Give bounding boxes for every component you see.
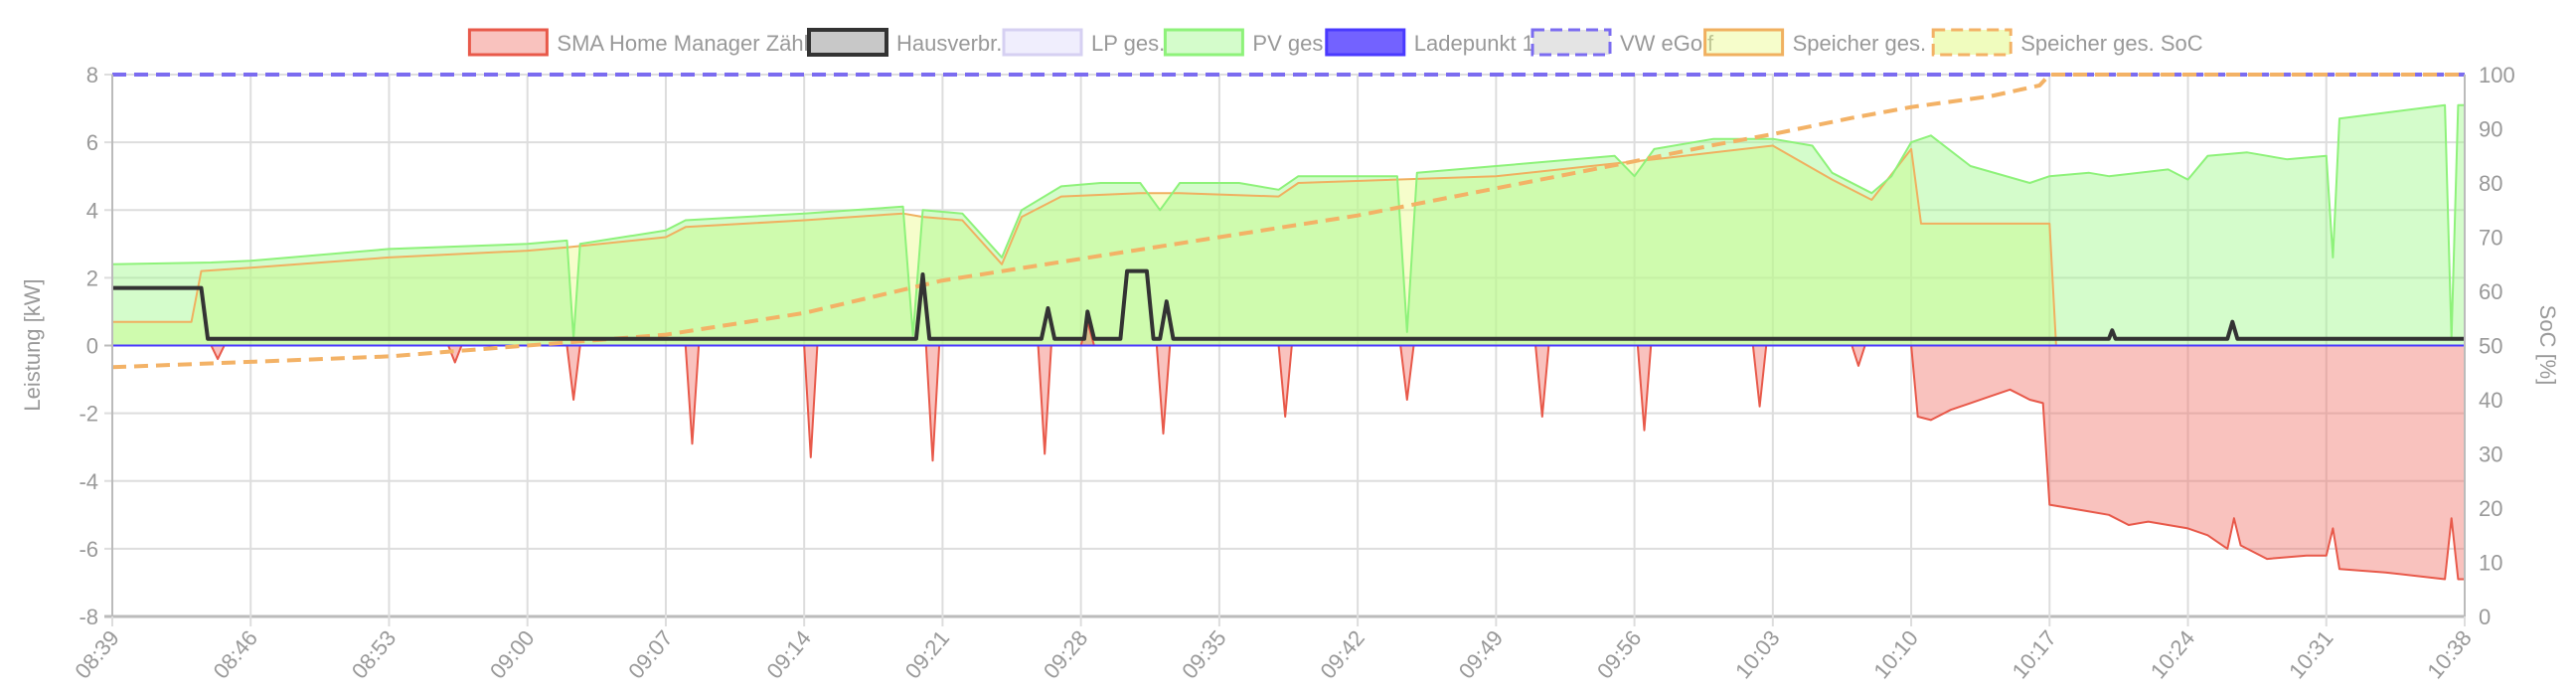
y2-tick-label: 100	[2479, 63, 2515, 88]
line-pv-ges-	[111, 103, 2465, 340]
legend-swatch	[1325, 28, 1406, 57]
x-tick-label: 09:42	[1315, 625, 1369, 683]
x-tick-label: 08:39	[70, 625, 124, 683]
legend-item: SMA Home Manager Zähler	[467, 28, 828, 57]
x-tick-label: 10:17	[2008, 625, 2062, 683]
y2-tick-label: 20	[2479, 496, 2502, 521]
x-tick-label: 08:46	[209, 625, 263, 683]
x-tick-label: 09:00	[485, 625, 540, 683]
y-tick-label: 6	[86, 130, 98, 155]
legend-item: LP ges.	[1002, 28, 1165, 57]
legend: SMA Home Manager Zähler Hausverbr. LP ges.…	[467, 28, 2203, 57]
y-axis-label: Leistung [kW]	[20, 278, 45, 411]
x-tick-label: 10:03	[1730, 625, 1785, 683]
y2-tick-label: 40	[2479, 388, 2502, 413]
legend-item: PV ges.	[1163, 28, 1329, 57]
legend-label: Speicher ges.	[1793, 31, 1927, 56]
legend-item: VW eGolf	[1530, 28, 1714, 57]
x-tick-label: 09:28	[1039, 625, 1093, 683]
x-tick-label: 10:10	[1868, 625, 1923, 683]
legend-swatch	[1931, 28, 2012, 57]
x-tick-label: 09:14	[761, 625, 816, 683]
line-speicher-ges-soc	[111, 73, 2465, 370]
x-tick-label: 09:56	[1592, 625, 1647, 683]
y-tick-label: -4	[79, 469, 98, 494]
line-speicher-ges-	[112, 144, 2465, 347]
legend-label: Ladepunkt 1	[1414, 31, 1534, 56]
legend-swatch	[1703, 28, 1785, 57]
x-tick-label: 09:07	[623, 625, 678, 683]
legend-label: Speicher ges. SoC	[2020, 31, 2203, 56]
x-tick-label: 08:53	[347, 625, 402, 683]
legend-label: Hausverbr.	[896, 31, 1002, 56]
y2-tick-label: 30	[2479, 442, 2502, 467]
x-tick-label: 10:31	[2284, 625, 2338, 683]
y-tick-label: 8	[86, 63, 98, 88]
x-tick-label: 09:21	[900, 625, 955, 683]
legend-item: Ladepunkt 1	[1325, 28, 1534, 57]
y2-tick-label: 50	[2479, 334, 2502, 359]
y-tick-label: 2	[86, 265, 98, 290]
x-tick-label: 09:35	[1177, 625, 1231, 683]
y2-tick-label: 10	[2479, 551, 2502, 576]
legend-swatch	[1163, 28, 1244, 57]
y-tick-label: -6	[79, 537, 98, 562]
y2-tick-label: 80	[2479, 171, 2502, 196]
legend-swatch	[807, 28, 888, 57]
x-tick-label: 10:38	[2422, 625, 2477, 683]
legend-label: VW eGolf	[1620, 31, 1714, 56]
legend-item: Speicher ges.	[1703, 28, 1927, 57]
y2-axis-label: SoC [%]	[2535, 305, 2560, 386]
area-sma-home-manager-z-hler	[112, 321, 2465, 580]
legend-swatch	[467, 28, 549, 57]
legend-item: Hausverbr.	[807, 28, 1002, 57]
line-hausverbr-	[112, 268, 2465, 341]
x-tick-label: 10:24	[2146, 625, 2200, 683]
legend-item: Speicher ges. SoC	[1931, 28, 2203, 57]
legend-swatch	[1530, 28, 1612, 57]
y-tick-label: -8	[79, 605, 98, 629]
y-tick-label: -2	[79, 402, 98, 427]
y2-tick-label: 90	[2479, 117, 2502, 142]
y-tick-label: 4	[86, 198, 98, 223]
x-tick-label: 09:49	[1454, 625, 1509, 683]
area-speicher-ges-	[112, 145, 2465, 346]
y2-tick-label: 60	[2479, 279, 2502, 304]
y-tick-label: 0	[86, 334, 98, 359]
legend-swatch	[1002, 28, 1083, 57]
y2-tick-label: 0	[2479, 605, 2491, 629]
series-lines	[111, 73, 2465, 581]
legend-label: SMA Home Manager Zähler	[557, 31, 828, 56]
y2-tick-label: 70	[2479, 226, 2502, 251]
legend-label: LP ges.	[1091, 31, 1165, 56]
legend-label: PV ges.	[1252, 31, 1329, 56]
